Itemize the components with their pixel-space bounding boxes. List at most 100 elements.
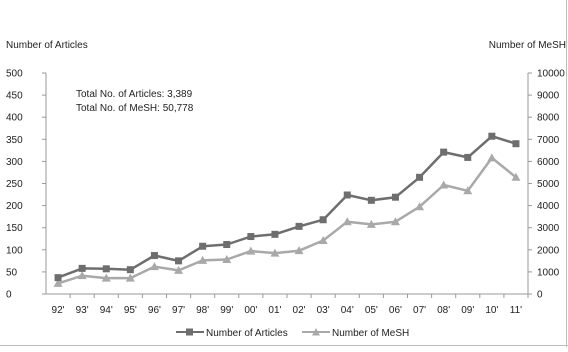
legend-marker-mesh xyxy=(312,328,320,336)
point-mesh xyxy=(342,217,352,226)
point-articles xyxy=(319,216,327,224)
point-articles xyxy=(512,140,520,148)
x-tick-label: 03' xyxy=(317,305,330,316)
legend-marker-articles xyxy=(186,328,193,336)
x-tick-label: 04' xyxy=(341,305,354,316)
series-layer xyxy=(53,132,521,287)
x-tick-label: 93' xyxy=(76,305,89,316)
point-mesh xyxy=(463,186,473,195)
left-tick-label: 300 xyxy=(6,157,23,168)
point-mesh xyxy=(174,265,184,274)
right-axis-label: Number of MeSH xyxy=(489,40,566,51)
point-mesh xyxy=(415,202,425,211)
x-tick-label: 09' xyxy=(461,305,474,316)
left-axis-label: Number of Articles xyxy=(6,40,88,51)
left-tick-label: 50 xyxy=(6,267,18,278)
x-tick-label: 98' xyxy=(196,305,209,316)
frame-border-right xyxy=(566,0,567,347)
x-tick-label: 02' xyxy=(293,305,306,316)
point-articles xyxy=(126,266,134,274)
point-articles xyxy=(367,196,375,204)
point-articles xyxy=(488,132,496,140)
left-tick-label: 250 xyxy=(6,179,23,190)
left-tick-label: 400 xyxy=(6,113,23,124)
x-tick-label: 97' xyxy=(172,305,185,316)
point-mesh xyxy=(439,180,449,189)
point-mesh xyxy=(198,255,208,264)
x-tick-label: 10' xyxy=(485,305,498,316)
point-articles xyxy=(223,240,231,248)
point-articles xyxy=(440,148,448,156)
point-mesh xyxy=(246,246,256,255)
left-tick-label: 100 xyxy=(6,245,23,256)
point-articles xyxy=(175,257,183,265)
right-tick-label: 6000 xyxy=(537,157,560,168)
legend-label-articles: Number of Articles xyxy=(206,328,288,339)
right-tick-label: 2000 xyxy=(537,245,560,256)
x-tick-label: 06' xyxy=(389,305,402,316)
x-tick-label: 99' xyxy=(220,305,233,316)
right-tick-label: 7000 xyxy=(537,135,560,146)
x-tick-label: 08' xyxy=(437,305,450,316)
x-tick-label: 94' xyxy=(100,305,113,316)
point-mesh xyxy=(366,219,376,228)
x-tick-label: 92' xyxy=(52,305,65,316)
x-tick-label: 11' xyxy=(510,305,522,316)
series-line-mesh xyxy=(57,156,517,285)
total-mesh-annotation: Total No. of MeSH: 50,778 xyxy=(76,103,194,114)
point-articles xyxy=(78,264,86,272)
point-mesh xyxy=(125,273,135,282)
right-tick-label: 10000 xyxy=(537,69,565,80)
point-articles xyxy=(102,265,110,273)
right-tick-label: 0 xyxy=(537,290,543,301)
right-tick-label: 3000 xyxy=(537,223,560,234)
point-mesh xyxy=(101,273,111,282)
point-articles xyxy=(343,191,351,199)
legend: Number of Articles Number of MeSH xyxy=(176,328,409,339)
point-mesh xyxy=(318,236,328,245)
x-tick-label: 96' xyxy=(148,305,161,316)
right-tick-label: 5000 xyxy=(537,179,560,190)
left-tick-label: 0 xyxy=(6,290,12,301)
frame-border-bottom xyxy=(0,345,568,346)
point-mesh xyxy=(222,255,232,264)
right-tick-label: 8000 xyxy=(537,113,560,124)
right-tick-label: 1000 xyxy=(537,267,560,278)
right-tick-label: 9000 xyxy=(537,91,560,102)
point-mesh xyxy=(390,217,400,226)
legend-item-mesh: Number of MeSH xyxy=(302,328,409,339)
point-articles xyxy=(464,153,472,161)
x-tick-label: 05' xyxy=(365,305,378,316)
point-mesh xyxy=(53,278,63,287)
point-mesh xyxy=(511,172,521,181)
point-articles xyxy=(391,193,399,201)
point-mesh xyxy=(77,271,87,280)
left-tick-label: 500 xyxy=(6,69,23,80)
x-tick-label: 95' xyxy=(124,305,137,316)
legend-item-articles: Number of Articles xyxy=(176,328,288,339)
point-articles xyxy=(271,230,279,238)
left-tick-label: 200 xyxy=(6,201,23,212)
right-tick-label: 4000 xyxy=(537,201,560,212)
x-tick-label: 01' xyxy=(268,305,281,316)
point-mesh xyxy=(487,153,497,162)
legend-label-mesh: Number of MeSH xyxy=(332,328,409,339)
x-tick-label: 00' xyxy=(244,305,257,316)
point-articles xyxy=(416,173,424,181)
left-tick-label: 450 xyxy=(6,91,23,102)
right-axis-ticks: 0 1000 2000 3000 4000 5000 6000 7000 8000 9000 100… xyxy=(528,69,565,301)
total-articles-annotation: Total No. of Articles: 3,389 xyxy=(76,89,193,100)
point-articles xyxy=(150,252,158,260)
x-tick-label: 07' xyxy=(413,305,426,316)
x-axis-ticks: 92' 93' 94' 95' 96' 97' 98' 99' 00' 01' 02' 03' 04' 0… xyxy=(52,294,529,316)
point-articles xyxy=(54,274,62,282)
point-articles xyxy=(247,233,255,241)
point-articles xyxy=(295,222,303,230)
left-tick-label: 350 xyxy=(6,135,23,146)
point-mesh xyxy=(149,262,159,271)
point-articles xyxy=(199,242,207,250)
point-mesh xyxy=(294,246,304,255)
series-line-articles xyxy=(57,134,517,279)
